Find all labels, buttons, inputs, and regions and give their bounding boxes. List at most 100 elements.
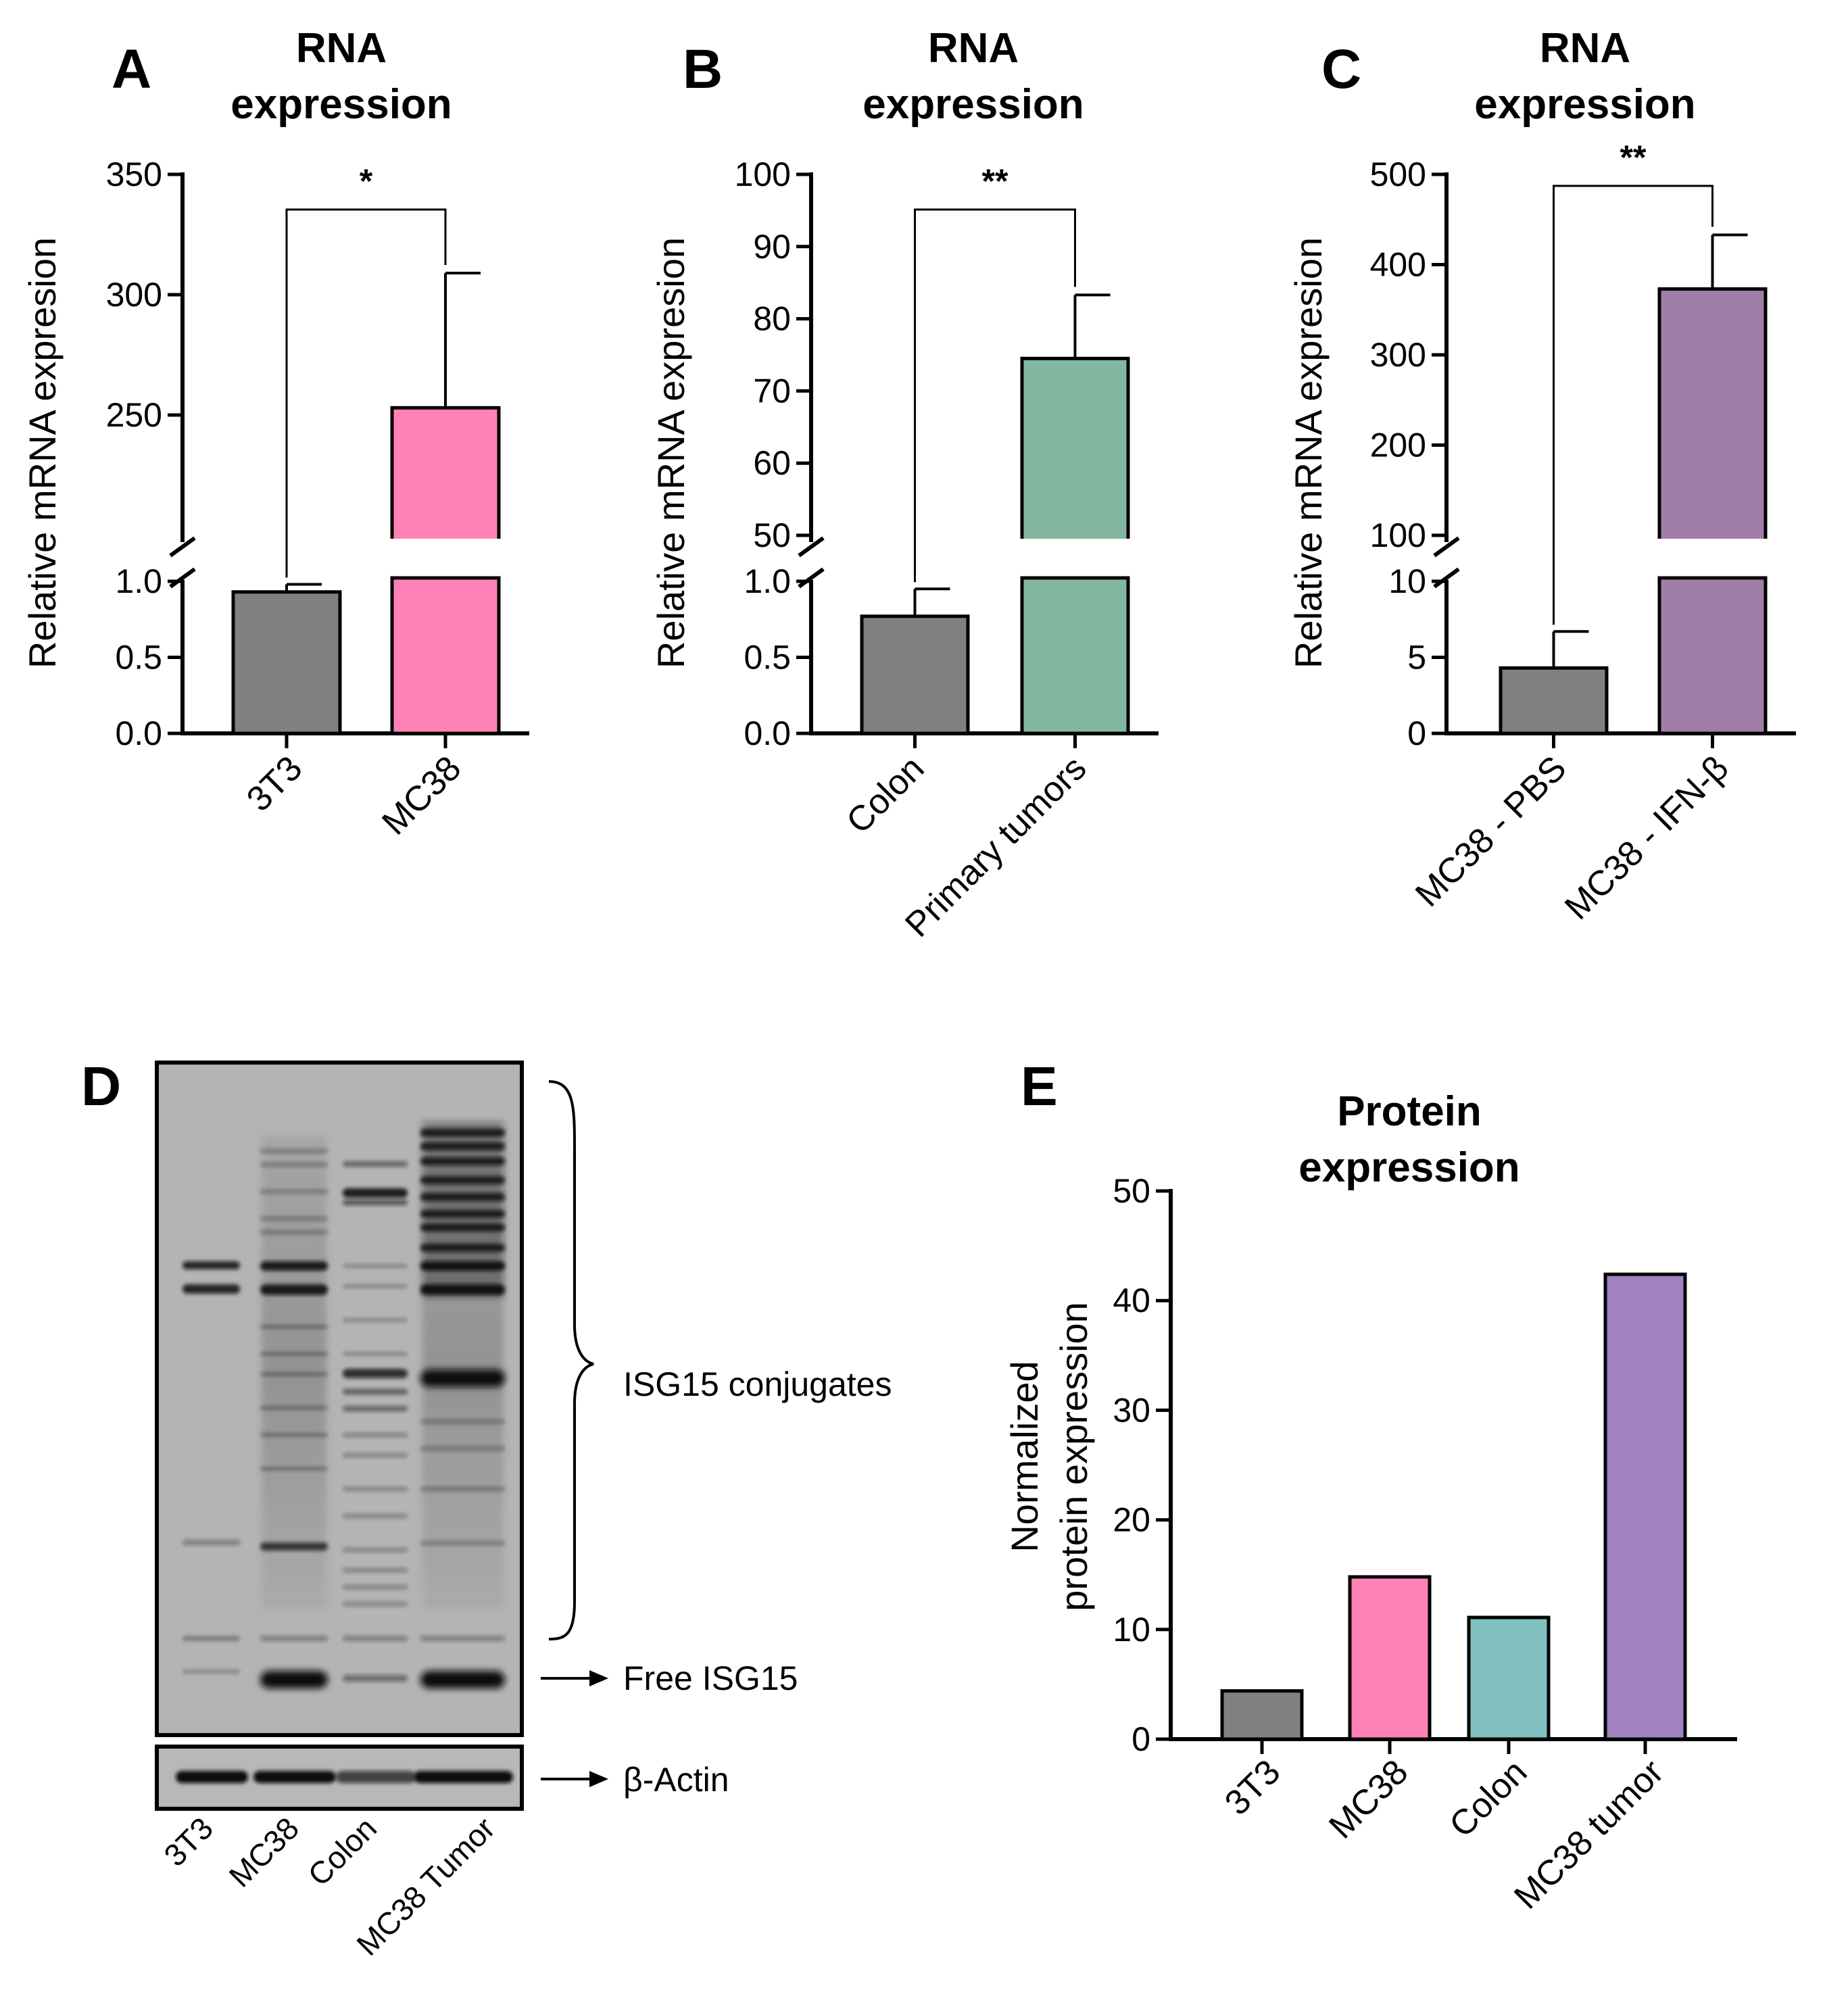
panel-e-y-label-line2: protein expression: [1052, 1302, 1095, 1611]
bar-break-gap: [1019, 539, 1131, 543]
bar-a-1-upper: [390, 406, 501, 543]
free-isg15-label: Free ISG15: [623, 1659, 798, 1697]
panel-b: B RNA expression Relative mRNA expresion…: [650, 25, 1159, 945]
actin-band: [414, 1771, 513, 1783]
blot-band: [260, 1406, 328, 1410]
bar-a-0: [231, 590, 342, 735]
panel-a-title-line1: RNA: [296, 25, 387, 72]
blot-band: [260, 1325, 328, 1329]
y-tick-label: 0.5: [744, 639, 791, 677]
axis-break-mark: [169, 536, 196, 558]
panel-a-letter: A: [112, 39, 151, 100]
blot-band: [343, 1188, 408, 1198]
panel-e-letter: E: [1021, 1056, 1058, 1117]
blot-band: [260, 1467, 328, 1471]
blot-band: [420, 1369, 505, 1387]
blot-band: [343, 1568, 408, 1572]
significance-bracket: [285, 208, 447, 578]
panel-a: A RNA expression Relative mRNA expresion…: [21, 25, 529, 843]
bar-c-0: [1499, 666, 1609, 735]
blot-band: [260, 1352, 328, 1356]
blot-lane-label-mc38: MC38: [222, 1810, 306, 1894]
bar-c-1-lower: [1657, 576, 1768, 735]
panel-b-letter: B: [683, 39, 723, 100]
y-tick-label: 0: [1407, 714, 1426, 752]
y-tick-label: 350: [106, 155, 162, 193]
blot-bands: [176, 1122, 513, 1783]
y-tick-label: 10: [1388, 562, 1426, 600]
blot-band: [343, 1318, 408, 1322]
bar-a-1-lower: [390, 576, 501, 735]
panel-a-title-line2: expression: [230, 81, 452, 128]
panel-e-y-label-line1: Normalized: [1003, 1361, 1046, 1552]
y-tick-label: 0: [1132, 1720, 1150, 1758]
panel-c-letter: C: [1321, 39, 1361, 100]
panel-e-title-line1: Protein: [1337, 1088, 1482, 1135]
blot-band: [420, 1636, 505, 1641]
y-tick-label: 100: [1370, 516, 1426, 554]
y-tick-label: 20: [1113, 1501, 1150, 1539]
blot-band: [343, 1352, 408, 1356]
y-tick-label: 10: [1113, 1611, 1150, 1649]
significance-bracket: [1553, 185, 1713, 625]
actin-arrow: [541, 1771, 608, 1787]
x-category-label: MC38: [374, 748, 468, 842]
blot-band: [343, 1675, 408, 1682]
blot-band: [420, 1261, 505, 1271]
x-category-label: Colon: [1442, 1752, 1534, 1845]
bar-e-0: [1220, 1689, 1304, 1741]
bar-e-1: [1348, 1575, 1432, 1741]
axis-break-mark: [1433, 536, 1460, 558]
blot-band: [420, 1223, 505, 1232]
panel-c-y-label: Relative mRNA expresion: [1287, 237, 1330, 668]
x-category-label: MC38: [1321, 1752, 1415, 1846]
y-tick-label: 400: [1370, 246, 1426, 284]
x-category-label: MC38 - IFN-β: [1557, 748, 1736, 927]
bar-e-2: [1467, 1615, 1551, 1741]
blot-band: [260, 1542, 328, 1551]
blot-band: [420, 1157, 505, 1165]
blot-band: [343, 1161, 408, 1167]
bar-e-3: [1603, 1272, 1687, 1741]
blot-band: [343, 1284, 408, 1288]
y-tick-label: 80: [753, 300, 791, 338]
actin-band: [176, 1771, 248, 1783]
y-tick-label: 0.0: [744, 714, 791, 752]
blot-band: [183, 1670, 240, 1674]
blot-band: [420, 1176, 505, 1184]
y-tick-label: 5: [1407, 639, 1426, 677]
panel-c-title-line1: RNA: [1540, 25, 1630, 72]
y-tick-label: 300: [1370, 336, 1426, 374]
free-isg15-arrow: [541, 1670, 608, 1686]
bar-c-1-upper: [1657, 287, 1768, 543]
blot-band: [260, 1636, 328, 1641]
blot-band: [183, 1540, 240, 1545]
y-tick-label: 250: [106, 396, 162, 434]
y-tick-label: 0.0: [115, 714, 162, 752]
blot-band: [420, 1142, 505, 1150]
y-tick-label: 50: [1113, 1172, 1150, 1210]
blot-lane-label-colon: Colon: [301, 1810, 383, 1893]
axis-break-mark: [1433, 567, 1460, 589]
blot-band: [260, 1190, 328, 1194]
blot-band: [343, 1369, 408, 1378]
y-tick-label: 0.5: [115, 639, 162, 677]
x-category-label: Colon: [839, 748, 931, 841]
panel-c: C RNA expression Relative mRNA expresion…: [1287, 25, 1796, 927]
blot-band: [260, 1433, 328, 1437]
significance-label: **: [1620, 139, 1647, 176]
blot-band: [183, 1636, 240, 1641]
y-tick-label: 300: [106, 276, 162, 314]
blot-band: [420, 1419, 505, 1423]
y-tick-label: 30: [1113, 1391, 1150, 1429]
panel-d: D ISG15 conjugates Free ISG15 β-Actin 3T…: [81, 1056, 892, 1962]
blot-band: [420, 1541, 505, 1545]
blot-band: [260, 1671, 328, 1688]
significance-label: *: [360, 162, 373, 200]
blot-band: [260, 1230, 328, 1234]
axis-break-mark: [169, 567, 196, 589]
blot-band: [260, 1217, 328, 1221]
actin-band: [253, 1771, 336, 1783]
